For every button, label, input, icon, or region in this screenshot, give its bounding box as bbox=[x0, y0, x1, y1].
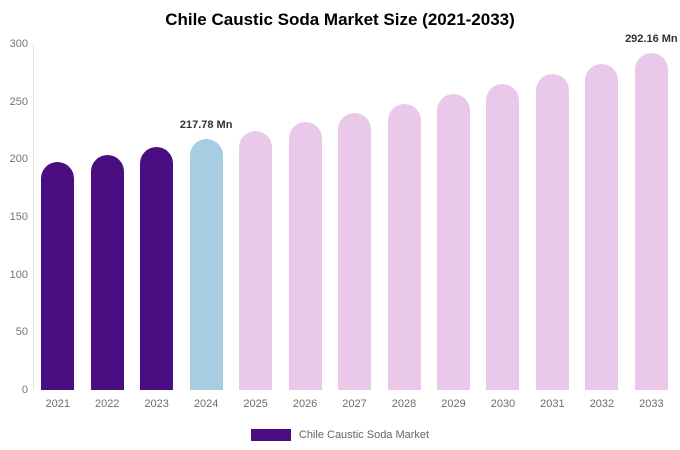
chart-title: Chile Caustic Soda Market Size (2021-203… bbox=[165, 10, 515, 29]
x-tick-label-2032: 2032 bbox=[589, 398, 615, 410]
legend: Chile Caustic Soda Market bbox=[0, 429, 680, 441]
x-tick-label-2023: 2023 bbox=[144, 398, 169, 410]
y-tick-label-50: 50 bbox=[15, 326, 28, 339]
x-tick-label-2025: 2025 bbox=[243, 398, 268, 410]
x-tick-label-2024: 2024 bbox=[193, 398, 219, 410]
x-tick-label-2033: 2033 bbox=[639, 398, 664, 410]
y-axis: 0 50 100 150 200 250 300 bbox=[0, 38, 28, 396]
x-tick-label-2022: 2022 bbox=[94, 398, 120, 410]
bar-2028 bbox=[387, 103, 421, 390]
bar-2023 bbox=[140, 146, 174, 390]
bar-slot-2026 bbox=[280, 44, 329, 390]
legend-swatch bbox=[250, 429, 291, 441]
x-tick-label-2021: 2021 bbox=[45, 398, 70, 410]
bars: 217.78 Mn 292.16 Mn bbox=[33, 33, 678, 390]
x-axis: 2021 2022 2023 2024 2025 2026 2027 2028 2029 2030… bbox=[33, 398, 676, 410]
bar-2024 bbox=[189, 138, 223, 390]
bar-slot-2022 bbox=[82, 44, 131, 390]
bar-2033 bbox=[634, 53, 668, 390]
bar-slot-2030 bbox=[478, 44, 527, 390]
bar-2021 bbox=[41, 162, 75, 390]
bar-2032 bbox=[585, 63, 619, 390]
bar-2029 bbox=[436, 94, 470, 390]
bar-slot-2029 bbox=[429, 44, 478, 390]
value-label-2024: 217.78 Mn bbox=[179, 118, 233, 131]
bar-slot-2027 bbox=[330, 44, 379, 390]
bar-2031 bbox=[535, 74, 569, 390]
y-tick-label-150: 150 bbox=[9, 211, 28, 223]
bar-2030 bbox=[486, 84, 520, 390]
x-tick-label-2031: 2031 bbox=[540, 398, 565, 410]
bar-2027 bbox=[338, 112, 372, 390]
x-tick-label-2029: 2029 bbox=[441, 398, 466, 410]
bar-2025 bbox=[239, 130, 273, 390]
x-tick-label-2027: 2027 bbox=[342, 398, 367, 410]
bar-2022 bbox=[90, 154, 124, 390]
legend-label: Chile Caustic Soda Market bbox=[298, 429, 430, 441]
x-tick-label-2030: 2030 bbox=[490, 398, 516, 410]
value-label-2033: 292.16 Mn bbox=[625, 33, 678, 46]
bar-slot-2032 bbox=[577, 44, 626, 390]
x-tick-label-2028: 2028 bbox=[391, 398, 417, 410]
y-tick-label-100: 100 bbox=[9, 268, 28, 281]
y-tick-label-200: 200 bbox=[9, 153, 28, 166]
bar-slot-2033: 292.16 Mn bbox=[625, 33, 678, 390]
x-tick-label-2026: 2026 bbox=[292, 398, 318, 410]
bar-slot-2024: 217.78 Mn bbox=[179, 44, 233, 390]
bar-2026 bbox=[288, 121, 322, 390]
bar-slot-2025 bbox=[231, 44, 280, 390]
bar-slot-2023 bbox=[132, 44, 181, 390]
bar-slot-2021 bbox=[33, 44, 82, 390]
y-tick-label-300: 300 bbox=[9, 38, 28, 50]
y-tick-label-250: 250 bbox=[9, 95, 28, 108]
bar-slot-2031 bbox=[528, 44, 577, 390]
y-axis-line bbox=[33, 44, 34, 390]
bar-slot-2028 bbox=[379, 44, 428, 390]
y-tick-label-0: 0 bbox=[21, 384, 28, 396]
